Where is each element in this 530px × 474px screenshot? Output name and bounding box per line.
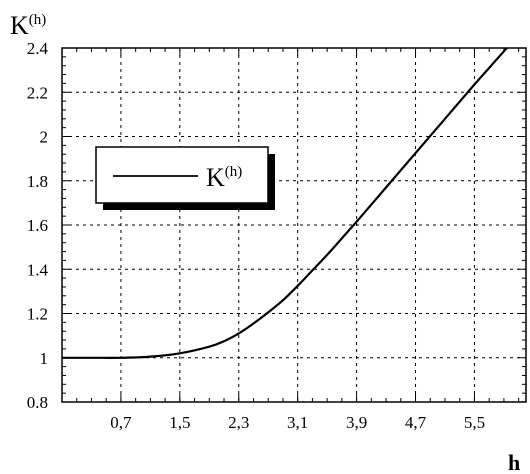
x-tick-label: 5,5	[464, 413, 485, 432]
legend-label-sup: (h)	[225, 164, 243, 180]
y-tick-label: 0.8	[27, 393, 48, 412]
y-tick-label: 1.8	[27, 172, 48, 191]
legend-label-main: K	[206, 163, 225, 192]
y-axis-title-sup: (h)	[29, 12, 47, 28]
x-tick-label: 3,9	[346, 413, 367, 432]
x-axis-title: h	[508, 450, 520, 474]
y-tick-labels: 0.8 1 1.2 1.4 1.6 1.8 2 2.2 2.4	[27, 39, 49, 412]
x-tick-label: 3,1	[287, 413, 308, 432]
plot-frame	[61, 47, 527, 403]
x-tick-label: 1,5	[169, 413, 190, 432]
series-layer	[62, 48, 509, 359]
y-tick-label: 1.2	[27, 305, 48, 324]
y-tick-label: 1.4	[27, 260, 49, 279]
grid-lines	[62, 48, 526, 402]
x-tick-label: 2,3	[228, 413, 249, 432]
legend: K(h)	[95, 146, 275, 210]
y-tick-label: 2	[40, 128, 49, 147]
y-tick-label: 2.4	[27, 39, 49, 58]
x-tick-labels: 0,7 1,5 2,3 3,1 3,9 4,7 5,5	[110, 413, 485, 432]
y-axis-title-main: K	[10, 11, 29, 40]
y-axis-title: K(h)	[10, 11, 46, 40]
x-tick-label: 0,7	[110, 413, 132, 432]
y-tick-label: 2.2	[27, 83, 48, 102]
legend-label: K(h)	[206, 163, 242, 192]
y-tick-label: 1.6	[27, 216, 48, 235]
y-tick-label: 1	[40, 349, 49, 368]
series-line-k	[62, 48, 509, 359]
x-tick-label: 4,7	[405, 413, 427, 432]
legend-box	[95, 146, 269, 204]
